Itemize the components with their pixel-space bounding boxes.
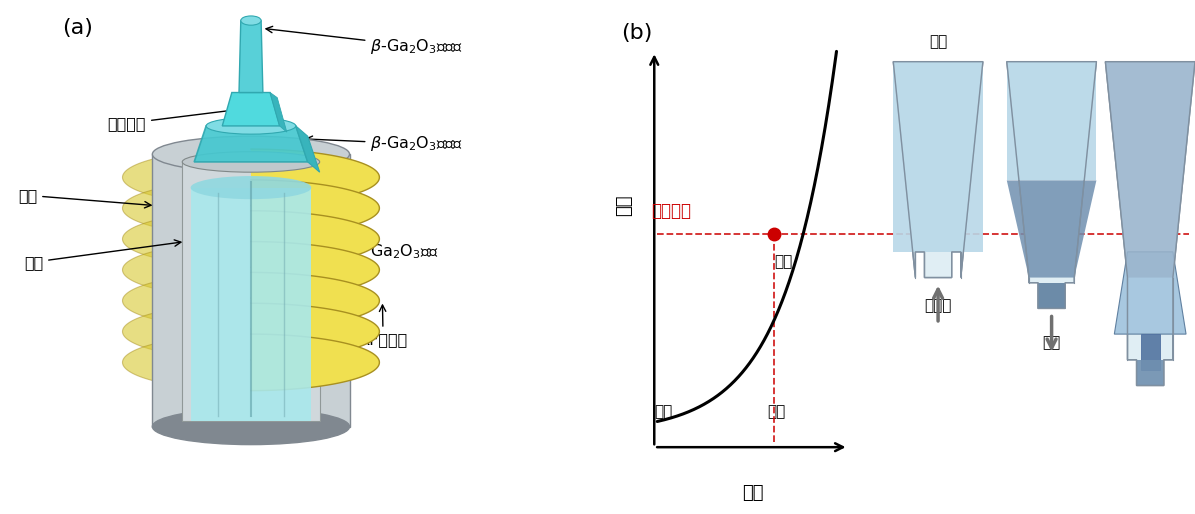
Polygon shape: [1029, 283, 1074, 308]
Polygon shape: [1140, 334, 1159, 370]
Text: 融液: 融液: [1042, 160, 1061, 179]
Polygon shape: [251, 334, 379, 391]
Polygon shape: [251, 303, 379, 360]
Polygon shape: [123, 303, 251, 360]
Text: (b): (b): [621, 23, 652, 43]
Text: (a): (a): [62, 19, 93, 38]
Text: 結晶: 結晶: [1140, 289, 1160, 307]
Polygon shape: [123, 149, 251, 206]
Polygon shape: [251, 180, 379, 236]
Polygon shape: [1114, 252, 1185, 334]
Text: $\beta$-Ga$_2$O$_3$種結晶: $\beta$-Ga$_2$O$_3$種結晶: [266, 26, 462, 56]
Ellipse shape: [206, 118, 295, 134]
Text: ダイ: ダイ: [24, 240, 180, 270]
Polygon shape: [1006, 62, 1096, 308]
Text: スリット: スリット: [108, 106, 246, 131]
Polygon shape: [893, 62, 982, 278]
Polygon shape: [1006, 180, 1096, 278]
Polygon shape: [123, 334, 251, 391]
Text: RFコイル: RFコイル: [358, 305, 407, 347]
Polygon shape: [194, 126, 308, 162]
Text: 結晶: 結晶: [1141, 335, 1159, 350]
Text: 堀堍: 堀堍: [929, 34, 948, 49]
Ellipse shape: [240, 16, 261, 25]
Ellipse shape: [190, 176, 311, 199]
Polygon shape: [1105, 62, 1195, 386]
Text: 位置: 位置: [615, 195, 633, 216]
Text: $\beta$-Ga$_2$O$_3$単結晶: $\beta$-Ga$_2$O$_3$単結晶: [306, 135, 462, 153]
Polygon shape: [1128, 360, 1172, 386]
Text: 結晶: 結晶: [1042, 335, 1061, 350]
Polygon shape: [251, 149, 379, 206]
Polygon shape: [123, 180, 251, 236]
Polygon shape: [1105, 62, 1195, 278]
Ellipse shape: [152, 136, 349, 172]
Polygon shape: [123, 242, 251, 298]
Polygon shape: [251, 272, 379, 329]
Polygon shape: [222, 93, 280, 126]
Text: 融点: 融点: [774, 254, 792, 269]
Polygon shape: [123, 211, 251, 267]
Polygon shape: [182, 162, 320, 421]
Text: 固液界面: 固液界面: [651, 201, 691, 220]
Ellipse shape: [152, 409, 349, 445]
Polygon shape: [1006, 62, 1096, 180]
Polygon shape: [251, 242, 379, 298]
Polygon shape: [182, 162, 189, 421]
Polygon shape: [190, 188, 311, 421]
Text: 結晶: 結晶: [1042, 218, 1061, 233]
Polygon shape: [270, 93, 287, 132]
Text: 融液: 融液: [929, 160, 948, 179]
Text: 高温: 高温: [767, 405, 786, 419]
Polygon shape: [153, 154, 349, 427]
Text: 温度: 温度: [742, 484, 764, 503]
Polygon shape: [295, 126, 320, 172]
Polygon shape: [893, 62, 982, 252]
Polygon shape: [251, 211, 379, 267]
Ellipse shape: [182, 152, 320, 172]
Text: 坩堝: 坩堝: [18, 188, 151, 208]
Text: 種結晶: 種結晶: [925, 298, 951, 313]
Polygon shape: [123, 272, 251, 329]
Text: Ga$_2$O$_3$融液: Ga$_2$O$_3$融液: [312, 240, 439, 261]
Polygon shape: [313, 162, 320, 421]
Polygon shape: [239, 21, 263, 93]
Text: 低温: 低温: [654, 405, 673, 419]
